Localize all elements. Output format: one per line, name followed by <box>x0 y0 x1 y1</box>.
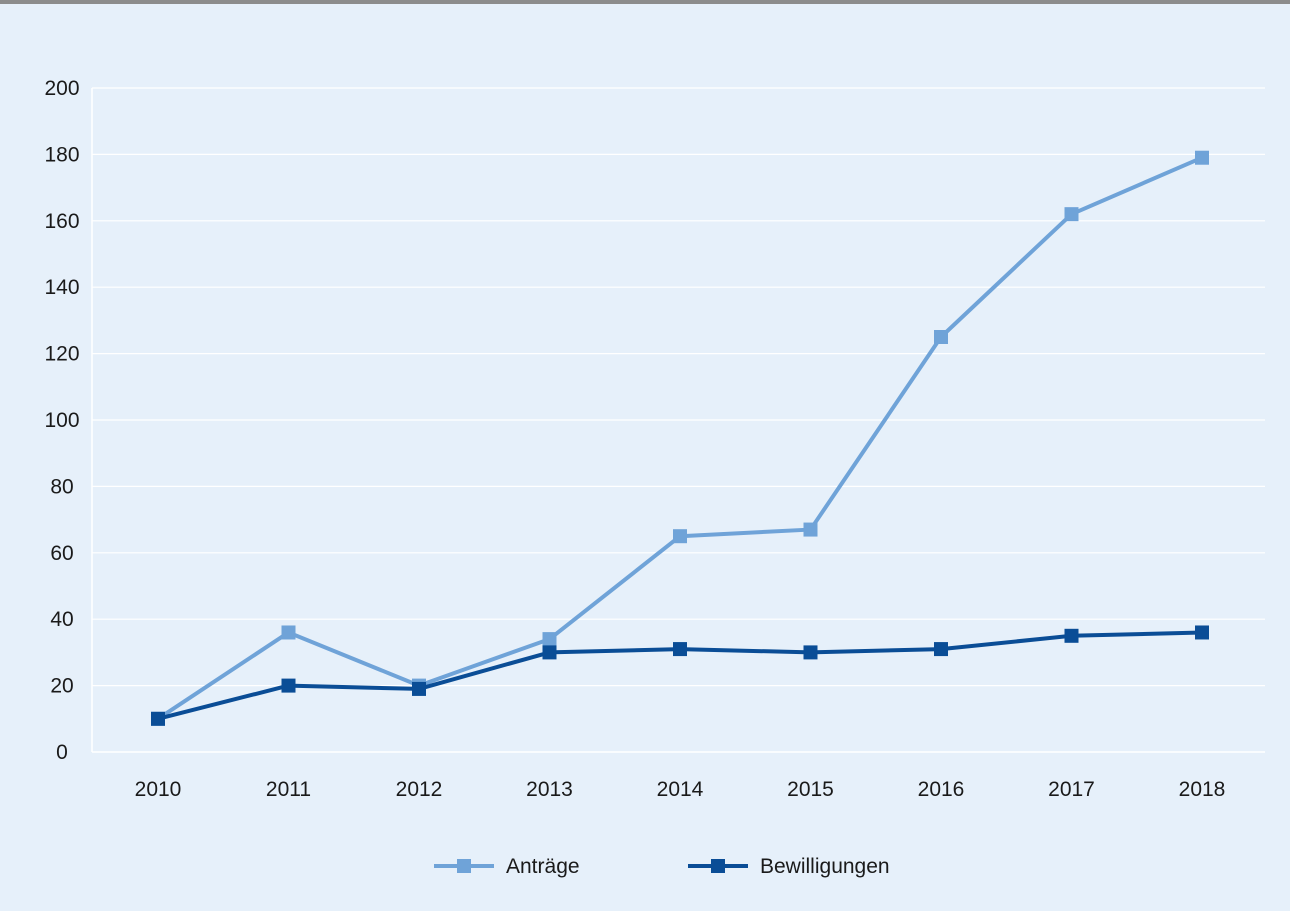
x-tick-label-2013: 2013 <box>526 778 573 801</box>
x-tick-label-2014: 2014 <box>657 778 704 801</box>
y-tick-label-80: 80 <box>50 475 73 498</box>
data-point-0-2014 <box>673 529 687 544</box>
legend-swatch-marker-0 <box>457 859 471 873</box>
data-point-0-2013 <box>542 632 557 647</box>
data-point-1-2012 <box>412 681 426 696</box>
y-tick-label-40: 40 <box>50 608 73 631</box>
x-tick-label-2010: 2010 <box>135 778 182 801</box>
x-tick-label-2018: 2018 <box>1179 778 1226 801</box>
series-1 <box>151 625 1209 726</box>
data-point-0-2016 <box>934 330 948 344</box>
legend-label-0: Anträge <box>506 855 580 878</box>
chart-background <box>0 4 1290 911</box>
legend-item-1: Bewilligungen <box>688 855 890 878</box>
x-tick-labels: 2010 2011 2012 2013 2014 2015 2016 2017 2018 <box>135 778 1226 801</box>
y-tick-label-20: 20 <box>50 675 73 698</box>
y-tick-label-160: 160 <box>44 210 79 233</box>
y-tick-label-140: 140 <box>44 276 79 299</box>
data-point-0-2017 <box>1064 207 1079 222</box>
series <box>151 150 1209 726</box>
data-point-1-2014 <box>673 642 687 657</box>
data-point-1-2016 <box>934 642 948 657</box>
data-point-1-2013 <box>542 645 557 660</box>
y-tick-label-120: 120 <box>44 343 79 366</box>
data-point-0-2015 <box>803 522 818 537</box>
data-point-0-2011 <box>281 625 296 640</box>
data-point-1-2010 <box>151 711 165 726</box>
data-point-0-2018 <box>1195 150 1209 165</box>
y-tick-label-0: 0 <box>56 741 68 764</box>
y-tick-label-100: 100 <box>44 409 79 432</box>
axes <box>91 88 1265 753</box>
data-point-1-2011 <box>281 678 296 693</box>
y-tick-label-200: 200 <box>44 77 79 100</box>
x-tick-label-2012: 2012 <box>396 778 443 801</box>
legend-swatch-marker-1 <box>711 859 725 873</box>
legend: Anträge Bewilligungen <box>434 855 890 878</box>
x-tick-label-2011: 2011 <box>266 778 311 801</box>
legend-label-1: Bewilligungen <box>760 855 890 878</box>
y-tick-labels: 0 20 40 60 80 100 120 140 160 180 200 <box>44 77 79 764</box>
data-point-1-2018 <box>1195 625 1209 640</box>
top-border <box>0 0 1290 4</box>
data-point-1-2015 <box>803 645 818 660</box>
data-point-1-2017 <box>1064 628 1079 643</box>
y-tick-label-60: 60 <box>50 542 73 565</box>
y-tick-label-180: 180 <box>44 143 79 166</box>
x-tick-label-2016: 2016 <box>918 778 965 801</box>
legend-item-0: Anträge <box>434 855 580 878</box>
x-tick-label-2017: 2017 <box>1048 778 1095 801</box>
x-tick-label-2015: 2015 <box>787 778 834 801</box>
grid <box>92 87 1265 687</box>
